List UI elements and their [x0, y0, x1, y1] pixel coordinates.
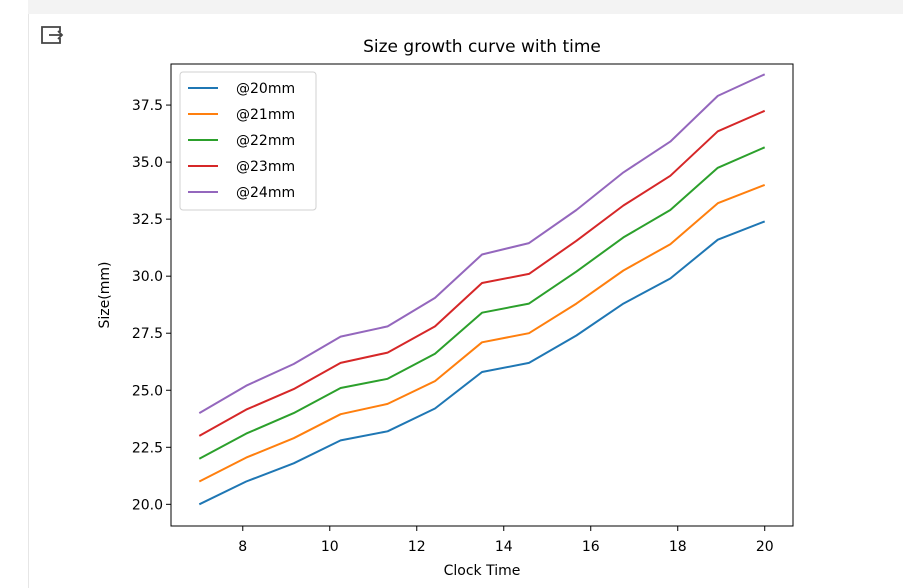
x-tick-label: 10	[321, 539, 339, 555]
y-tick-label: 22.5	[132, 440, 163, 456]
legend-label: @21mm	[236, 107, 295, 123]
y-tick-label: 37.5	[132, 98, 163, 114]
chart-legend: @20mm @21mm @22mm @23mm @24mm	[179, 71, 317, 211]
y-tick-label: 25.0	[132, 383, 163, 399]
x-tick-label: 14	[495, 539, 513, 555]
y-tick-label: 35.0	[132, 155, 163, 171]
legend-label: @24mm	[236, 185, 295, 201]
series-line-5	[198, 73, 766, 414]
series-line-4	[198, 109, 766, 437]
series-line-3	[198, 146, 766, 460]
exit-icon-arrow	[49, 30, 64, 40]
y-axis-label: Size(mm)	[97, 262, 113, 329]
chart-title: Size growth curve with time	[363, 37, 601, 57]
legend-label: @23mm	[236, 159, 295, 175]
cell-left-rule	[28, 14, 29, 588]
legend-box	[179, 71, 317, 211]
exit-to-app-icon-glyph	[41, 26, 64, 44]
exit-icon-frame	[41, 26, 61, 44]
x-tick-label: 12	[408, 539, 426, 555]
exit-to-app-icon[interactable]	[38, 22, 66, 48]
legend-label: @20mm	[236, 81, 295, 97]
x-tick-label: 18	[669, 539, 687, 555]
x-axis-ticks: 8 10 12 14 16 18 20	[238, 526, 774, 555]
x-tick-label: 8	[238, 539, 247, 555]
y-tick-label: 30.0	[132, 269, 163, 285]
plot-area-frame	[170, 63, 794, 527]
y-tick-label: 27.5	[132, 326, 163, 342]
series-line-1	[198, 220, 766, 506]
legend-label: @22mm	[236, 133, 295, 149]
y-tick-label: 32.5	[132, 212, 163, 228]
cell-top-strip	[28, 0, 903, 14]
x-tick-label: 20	[756, 539, 774, 555]
series-line-2	[198, 183, 766, 483]
plot-lines	[198, 73, 766, 506]
x-tick-label: 16	[582, 539, 600, 555]
y-tick-label: 20.0	[132, 497, 163, 513]
y-axis-ticks: 20.0 22.5 25.0 27.5 30.0 32.5 35.0 37.5	[132, 98, 171, 513]
x-axis-label: Clock Time	[444, 563, 521, 579]
